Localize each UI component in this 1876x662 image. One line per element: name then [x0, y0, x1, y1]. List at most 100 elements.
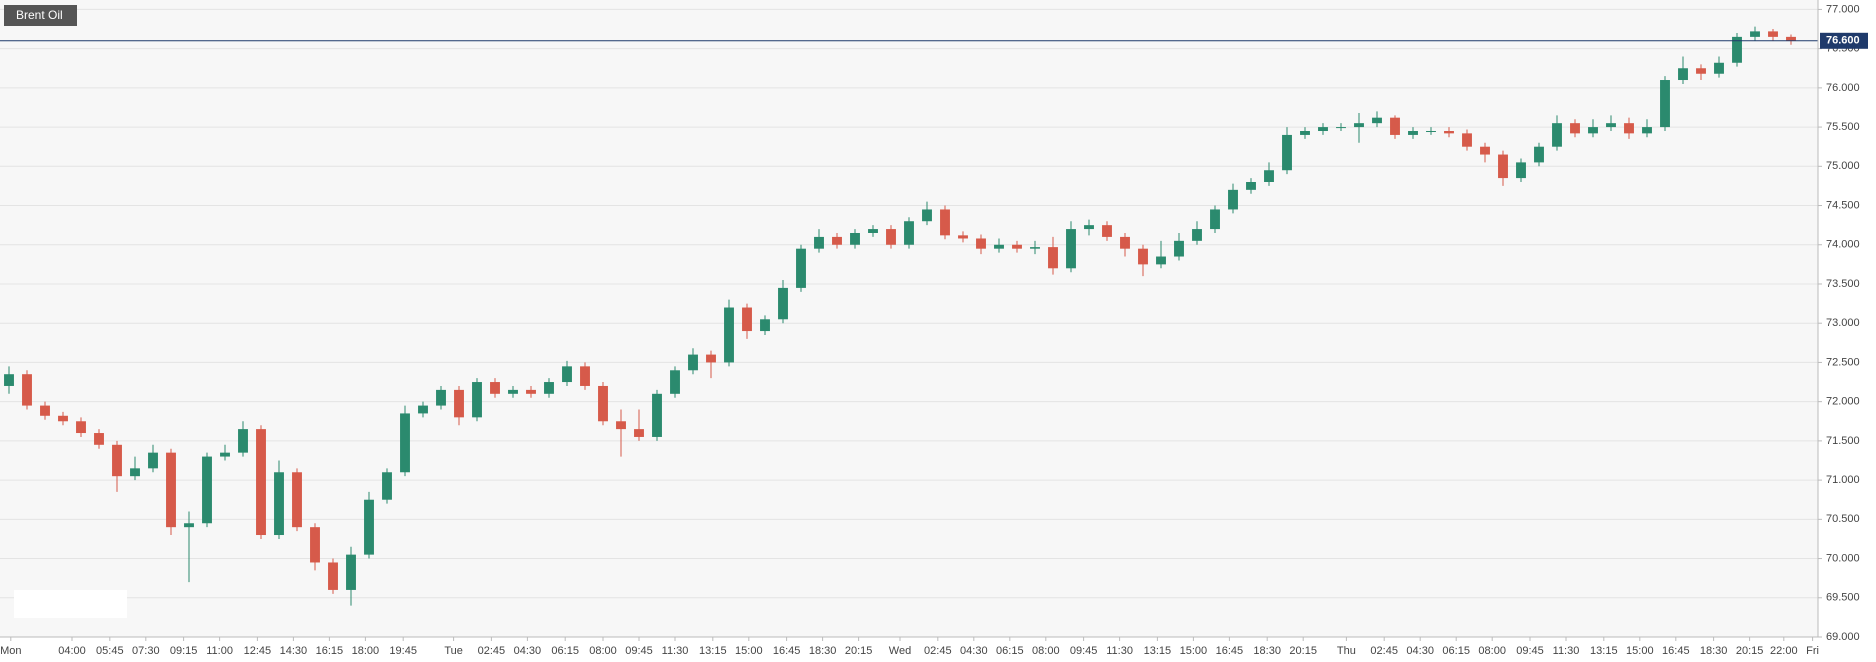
- candle-body: [1408, 131, 1418, 135]
- y-tick-label: 70.500: [1826, 513, 1860, 525]
- candle-body: [544, 382, 554, 394]
- candle-body: [76, 421, 86, 434]
- y-tick-label: 75.500: [1826, 121, 1860, 133]
- x-tick-label: 18:30: [1253, 645, 1281, 657]
- y-tick-label: 69.500: [1826, 592, 1860, 604]
- x-tick-label: 15:00: [735, 645, 763, 657]
- x-tick-label: Thu: [1337, 645, 1356, 657]
- candle-body: [184, 523, 194, 528]
- x-tick-label: 08:00: [1032, 645, 1060, 657]
- y-tick-label: 71.500: [1826, 435, 1860, 447]
- candle-body: [1354, 123, 1364, 128]
- candle-body: [562, 366, 572, 383]
- candle-body: [22, 374, 32, 406]
- candle-body: [1606, 123, 1616, 128]
- candle-body: [148, 452, 158, 469]
- x-tick-label: 13:15: [1144, 645, 1172, 657]
- y-tick-label: 70.000: [1826, 552, 1860, 564]
- candle-body: [1390, 117, 1400, 135]
- x-tick-label: 16:45: [1216, 645, 1244, 657]
- candle-body: [220, 452, 230, 457]
- last-price-label: 76.600: [1826, 35, 1860, 47]
- candle-body: [1570, 123, 1580, 134]
- candle-body: [454, 389, 464, 418]
- candle-body: [328, 562, 338, 590]
- candle-body: [778, 287, 788, 320]
- candle-body: [598, 385, 608, 422]
- candle-body: [1714, 62, 1724, 74]
- candle-body: [1030, 247, 1040, 249]
- candle-body: [1156, 256, 1166, 265]
- candle-body: [58, 415, 68, 422]
- x-tick-label: 09:45: [625, 645, 653, 657]
- x-tick-label: 11:30: [1106, 645, 1133, 657]
- candle-body: [760, 319, 770, 332]
- plot-area: [0, 0, 1818, 637]
- y-tick-label: 76.000: [1826, 82, 1860, 94]
- x-tick-label: 11:00: [206, 645, 233, 657]
- candle-body: [1336, 127, 1346, 129]
- y-tick-label: 73.000: [1826, 317, 1860, 329]
- candle-body: [1624, 123, 1634, 134]
- y-tick-label: 75.000: [1826, 160, 1860, 172]
- x-tick-label: 11:30: [662, 645, 689, 657]
- candle-body: [112, 444, 122, 477]
- candle-body: [1786, 36, 1796, 41]
- chart-title: Brent Oil: [16, 8, 63, 22]
- y-tick-label: 73.500: [1826, 278, 1860, 290]
- candle-body: [1084, 225, 1094, 230]
- candle-body: [202, 456, 212, 524]
- x-tick-label: 06:15: [551, 645, 579, 657]
- last-price-box: [1820, 32, 1868, 49]
- candle-body: [1300, 131, 1310, 135]
- blank-box: [14, 590, 127, 618]
- candle-body: [40, 405, 50, 416]
- x-tick-label: 04:00: [58, 645, 86, 657]
- candle-body: [382, 472, 392, 500]
- candle-body: [922, 209, 932, 222]
- candle-body: [436, 389, 446, 406]
- candle-body: [472, 382, 482, 418]
- candle-body: [1066, 229, 1076, 269]
- candle-body: [1750, 31, 1760, 37]
- candle-body: [1120, 236, 1130, 249]
- candle-body: [1012, 244, 1022, 249]
- candle-body: [1444, 131, 1454, 134]
- x-tick-label: 04:30: [960, 645, 988, 657]
- candle-body: [1102, 225, 1112, 237]
- x-tick-label: 09:15: [170, 645, 198, 657]
- candle-body: [400, 413, 410, 473]
- candle-body: [580, 366, 590, 386]
- x-tick-label: 02:45: [1370, 645, 1398, 657]
- x-tick-label: 20:15: [1289, 645, 1317, 657]
- candle-body: [796, 248, 806, 288]
- x-tick-label: 08:00: [589, 645, 617, 657]
- x-tick-label: 18:30: [809, 645, 837, 657]
- candle-body: [670, 370, 680, 394]
- candle-body: [1516, 162, 1526, 179]
- y-tick-label: 74.500: [1826, 199, 1860, 211]
- candle-body: [994, 244, 1004, 249]
- x-tick-label: 02:45: [478, 645, 506, 657]
- y-tick-label: 77.000: [1826, 3, 1860, 15]
- candle-body: [850, 232, 860, 245]
- x-tick-label: 08:00: [1478, 645, 1506, 657]
- x-tick-label: Fri: [1806, 645, 1819, 657]
- candle-body: [1426, 131, 1436, 133]
- legend-box: [4, 5, 77, 26]
- candle-body: [616, 421, 626, 430]
- candle-body: [1696, 68, 1706, 74]
- candle-body: [742, 307, 752, 332]
- x-tick-label: 15:00: [1180, 645, 1208, 657]
- x-tick-label: 22:00: [1770, 645, 1798, 657]
- candle-body: [1660, 80, 1670, 128]
- candle-body: [886, 229, 896, 245]
- x-tick-label: 04:30: [514, 645, 542, 657]
- candle-body: [1318, 127, 1328, 132]
- candle-body: [1210, 209, 1220, 230]
- candle-body: [1462, 133, 1472, 147]
- y-tick-label: 72.000: [1826, 396, 1860, 408]
- x-tick-label: Mon: [0, 645, 21, 657]
- candle-body: [346, 554, 356, 590]
